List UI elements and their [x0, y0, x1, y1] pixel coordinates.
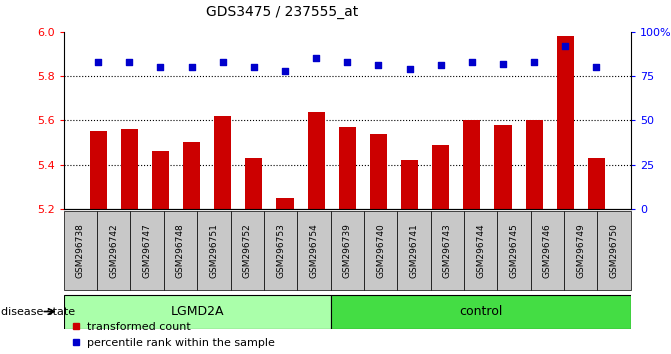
Bar: [97, 211, 130, 290]
Bar: [432, 145, 450, 209]
Point: [217, 59, 228, 65]
Text: GDS3475 / 237555_at: GDS3475 / 237555_at: [206, 5, 358, 19]
Bar: [130, 211, 164, 290]
Bar: [64, 295, 331, 329]
Point: [311, 56, 321, 61]
Point: [93, 59, 103, 65]
Bar: [197, 211, 231, 290]
Text: GSM296740: GSM296740: [376, 223, 385, 278]
Text: GSM296751: GSM296751: [209, 223, 218, 278]
Bar: [183, 143, 200, 209]
Bar: [231, 211, 264, 290]
Point: [124, 59, 135, 65]
Text: GSM296750: GSM296750: [609, 223, 619, 278]
Point: [466, 59, 477, 65]
Bar: [331, 295, 631, 329]
Point: [186, 64, 197, 70]
Text: GSM296742: GSM296742: [109, 223, 118, 278]
Bar: [463, 120, 480, 209]
Bar: [497, 211, 531, 290]
Point: [404, 66, 415, 72]
Bar: [564, 211, 597, 290]
Text: LGMD2A: LGMD2A: [170, 305, 224, 318]
Point: [342, 59, 353, 65]
Bar: [370, 134, 387, 209]
Legend: transformed count, percentile rank within the sample: transformed count, percentile rank withi…: [66, 318, 279, 352]
Bar: [152, 152, 169, 209]
Bar: [164, 211, 197, 290]
Text: GSM296739: GSM296739: [343, 223, 352, 278]
Point: [155, 64, 166, 70]
Point: [373, 63, 384, 68]
Bar: [276, 198, 293, 209]
Point: [591, 64, 602, 70]
Bar: [401, 160, 418, 209]
Text: GSM296749: GSM296749: [576, 223, 585, 278]
Point: [529, 59, 539, 65]
Bar: [245, 158, 262, 209]
Point: [248, 64, 259, 70]
Text: GSM296744: GSM296744: [476, 223, 485, 278]
Bar: [121, 129, 138, 209]
Text: GSM296752: GSM296752: [243, 223, 252, 278]
Bar: [588, 158, 605, 209]
Text: GSM296743: GSM296743: [443, 223, 452, 278]
Text: GSM296745: GSM296745: [509, 223, 519, 278]
Text: GSM296738: GSM296738: [76, 223, 85, 278]
Bar: [531, 211, 564, 290]
Bar: [397, 211, 431, 290]
Bar: [464, 211, 497, 290]
Point: [498, 61, 509, 67]
Bar: [495, 125, 511, 209]
Bar: [525, 120, 543, 209]
Text: GSM296741: GSM296741: [409, 223, 419, 278]
Bar: [307, 112, 325, 209]
Point: [280, 68, 291, 74]
Bar: [339, 127, 356, 209]
Bar: [214, 116, 231, 209]
Point: [560, 43, 570, 49]
Bar: [264, 211, 297, 290]
Point: [435, 63, 446, 68]
Text: GSM296748: GSM296748: [176, 223, 185, 278]
Bar: [557, 36, 574, 209]
Text: GSM296746: GSM296746: [543, 223, 552, 278]
Bar: [89, 131, 107, 209]
Bar: [331, 211, 364, 290]
Bar: [597, 211, 631, 290]
Text: GSM296747: GSM296747: [143, 223, 152, 278]
Bar: [64, 211, 97, 290]
Text: disease state: disease state: [1, 307, 75, 316]
Bar: [364, 211, 397, 290]
Bar: [431, 211, 464, 290]
Bar: [297, 211, 331, 290]
Text: control: control: [459, 305, 503, 318]
Text: GSM296753: GSM296753: [276, 223, 285, 278]
Text: GSM296754: GSM296754: [309, 223, 319, 278]
